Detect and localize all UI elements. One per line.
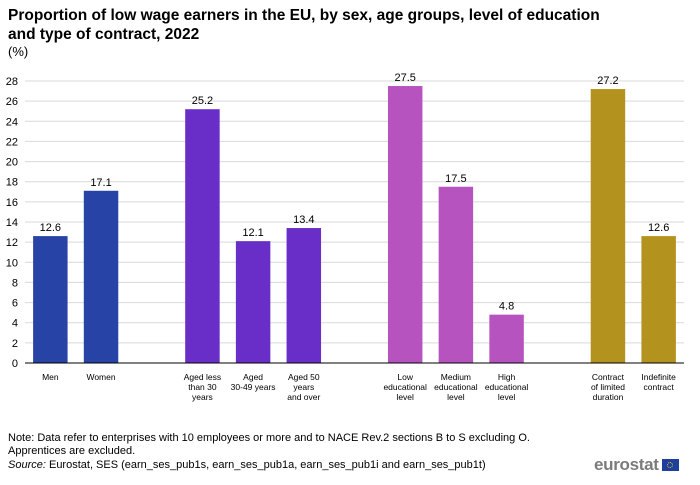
bar: [489, 314, 524, 363]
chart-title: Proportion of low wage earners in the EU…: [8, 7, 600, 43]
chart-source: Source: Eurostat, SES (earn_ses_pub1s, e…: [8, 459, 486, 472]
bar: [235, 241, 271, 363]
bar: [83, 190, 119, 363]
data-label: 25.2: [192, 95, 213, 107]
x-tick-label: Contract of limited duration: [591, 372, 625, 402]
y-tick-label: 0: [12, 358, 18, 370]
x-tick-label: Medium educational level: [434, 372, 478, 402]
x-tick-label: Low educational level: [383, 372, 427, 402]
x-tick-label: Men: [42, 372, 59, 382]
bar: [438, 186, 474, 363]
y-tick-label: 28: [6, 76, 18, 88]
bar: [286, 228, 322, 363]
y-tick-label: 2: [12, 338, 18, 350]
y-tick-label: 18: [6, 177, 18, 189]
y-tick-label: 14: [6, 217, 18, 229]
y-tick-label: 6: [12, 298, 18, 310]
data-label: 27.5: [394, 72, 415, 84]
x-tick-label: Aged 50 years and over: [287, 372, 320, 402]
x-tick-label: Indefinite contract: [641, 372, 676, 392]
y-tick-label: 22: [6, 136, 18, 148]
bar: [641, 236, 676, 363]
bar: [590, 89, 626, 364]
source-text: Eurostat, SES (earn_ses_pub1s, earn_ses_…: [45, 459, 486, 471]
eurostat-logo: eurostat: [594, 455, 679, 475]
chart-note: Note: Data refer to enterprises with 10 …: [8, 432, 530, 457]
y-tick-label: 4: [12, 318, 18, 330]
data-label: 4.8: [499, 301, 514, 313]
chart-subtitle: (%): [8, 44, 29, 59]
data-label: 17.5: [445, 173, 466, 185]
data-label: 12.6: [648, 222, 669, 234]
x-tick-label: Women: [86, 372, 115, 382]
bar: [33, 236, 68, 363]
y-tick-label: 24: [6, 116, 18, 128]
y-tick-label: 10: [6, 257, 18, 269]
source-label: Source:: [8, 459, 46, 471]
data-label: 12.6: [40, 222, 61, 234]
data-label: 17.1: [90, 177, 111, 189]
y-tick-label: 26: [6, 96, 18, 108]
y-tick-label: 12: [6, 237, 18, 249]
y-tick-label: 8: [12, 277, 18, 289]
x-tick-label: Aged less than 30 years: [184, 372, 221, 402]
y-tick-label: 20: [6, 157, 18, 169]
bar: [185, 109, 220, 363]
data-label: 13.4: [293, 214, 314, 226]
x-tick-label: High educational level: [485, 372, 529, 402]
logo-text: eurostat: [594, 455, 659, 474]
eu-flag-icon: [661, 459, 679, 471]
data-label: 12.1: [242, 227, 263, 239]
y-tick-label: 16: [6, 197, 18, 209]
x-tick-label: Aged 30-49 years: [231, 372, 276, 392]
data-label: 27.2: [597, 75, 618, 87]
bar: [387, 86, 423, 364]
